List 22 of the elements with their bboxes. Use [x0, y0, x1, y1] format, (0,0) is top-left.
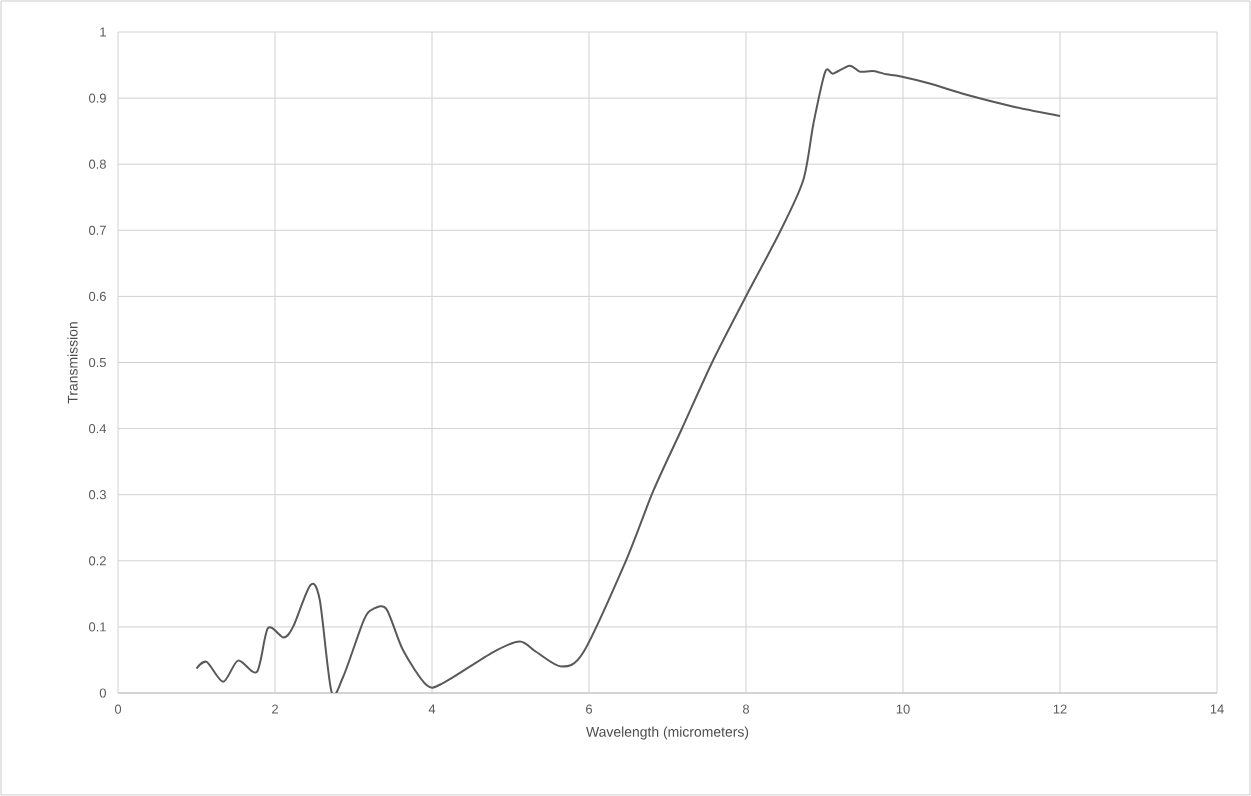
- y-tick-label: 0.3: [88, 490, 106, 500]
- x-tick-label: 10: [896, 704, 910, 714]
- y-tick-label: 0.2: [88, 556, 106, 566]
- x-tick-label: 14: [1210, 704, 1224, 714]
- x-axis-title: Wavelength (micrometers): [586, 726, 749, 740]
- x-tick-label: 2: [272, 704, 278, 714]
- y-tick-label: 0.4: [88, 424, 107, 434]
- x-tick-label: 12: [1053, 704, 1067, 714]
- y-tick-label: 0.9: [88, 93, 106, 103]
- y-tick-label: 0.1: [88, 622, 106, 632]
- y-tick-label: 1: [100, 27, 106, 37]
- x-tick-label: 0: [114, 704, 122, 714]
- y-tick-label: 0.6: [88, 291, 106, 301]
- line-series: [195, 64, 1061, 693]
- x-tick-label: 8: [742, 704, 750, 714]
- x-tick-label: 4: [428, 704, 436, 714]
- x-tick-label: 6: [586, 704, 593, 714]
- y-tick-label: 0.7: [88, 225, 106, 235]
- y-tick-label: 0.5: [88, 357, 106, 368]
- y-tick-label: 0: [99, 688, 106, 698]
- y-axis-title: Transmission: [67, 322, 78, 404]
- y-tick-label: 0.8: [88, 159, 106, 169]
